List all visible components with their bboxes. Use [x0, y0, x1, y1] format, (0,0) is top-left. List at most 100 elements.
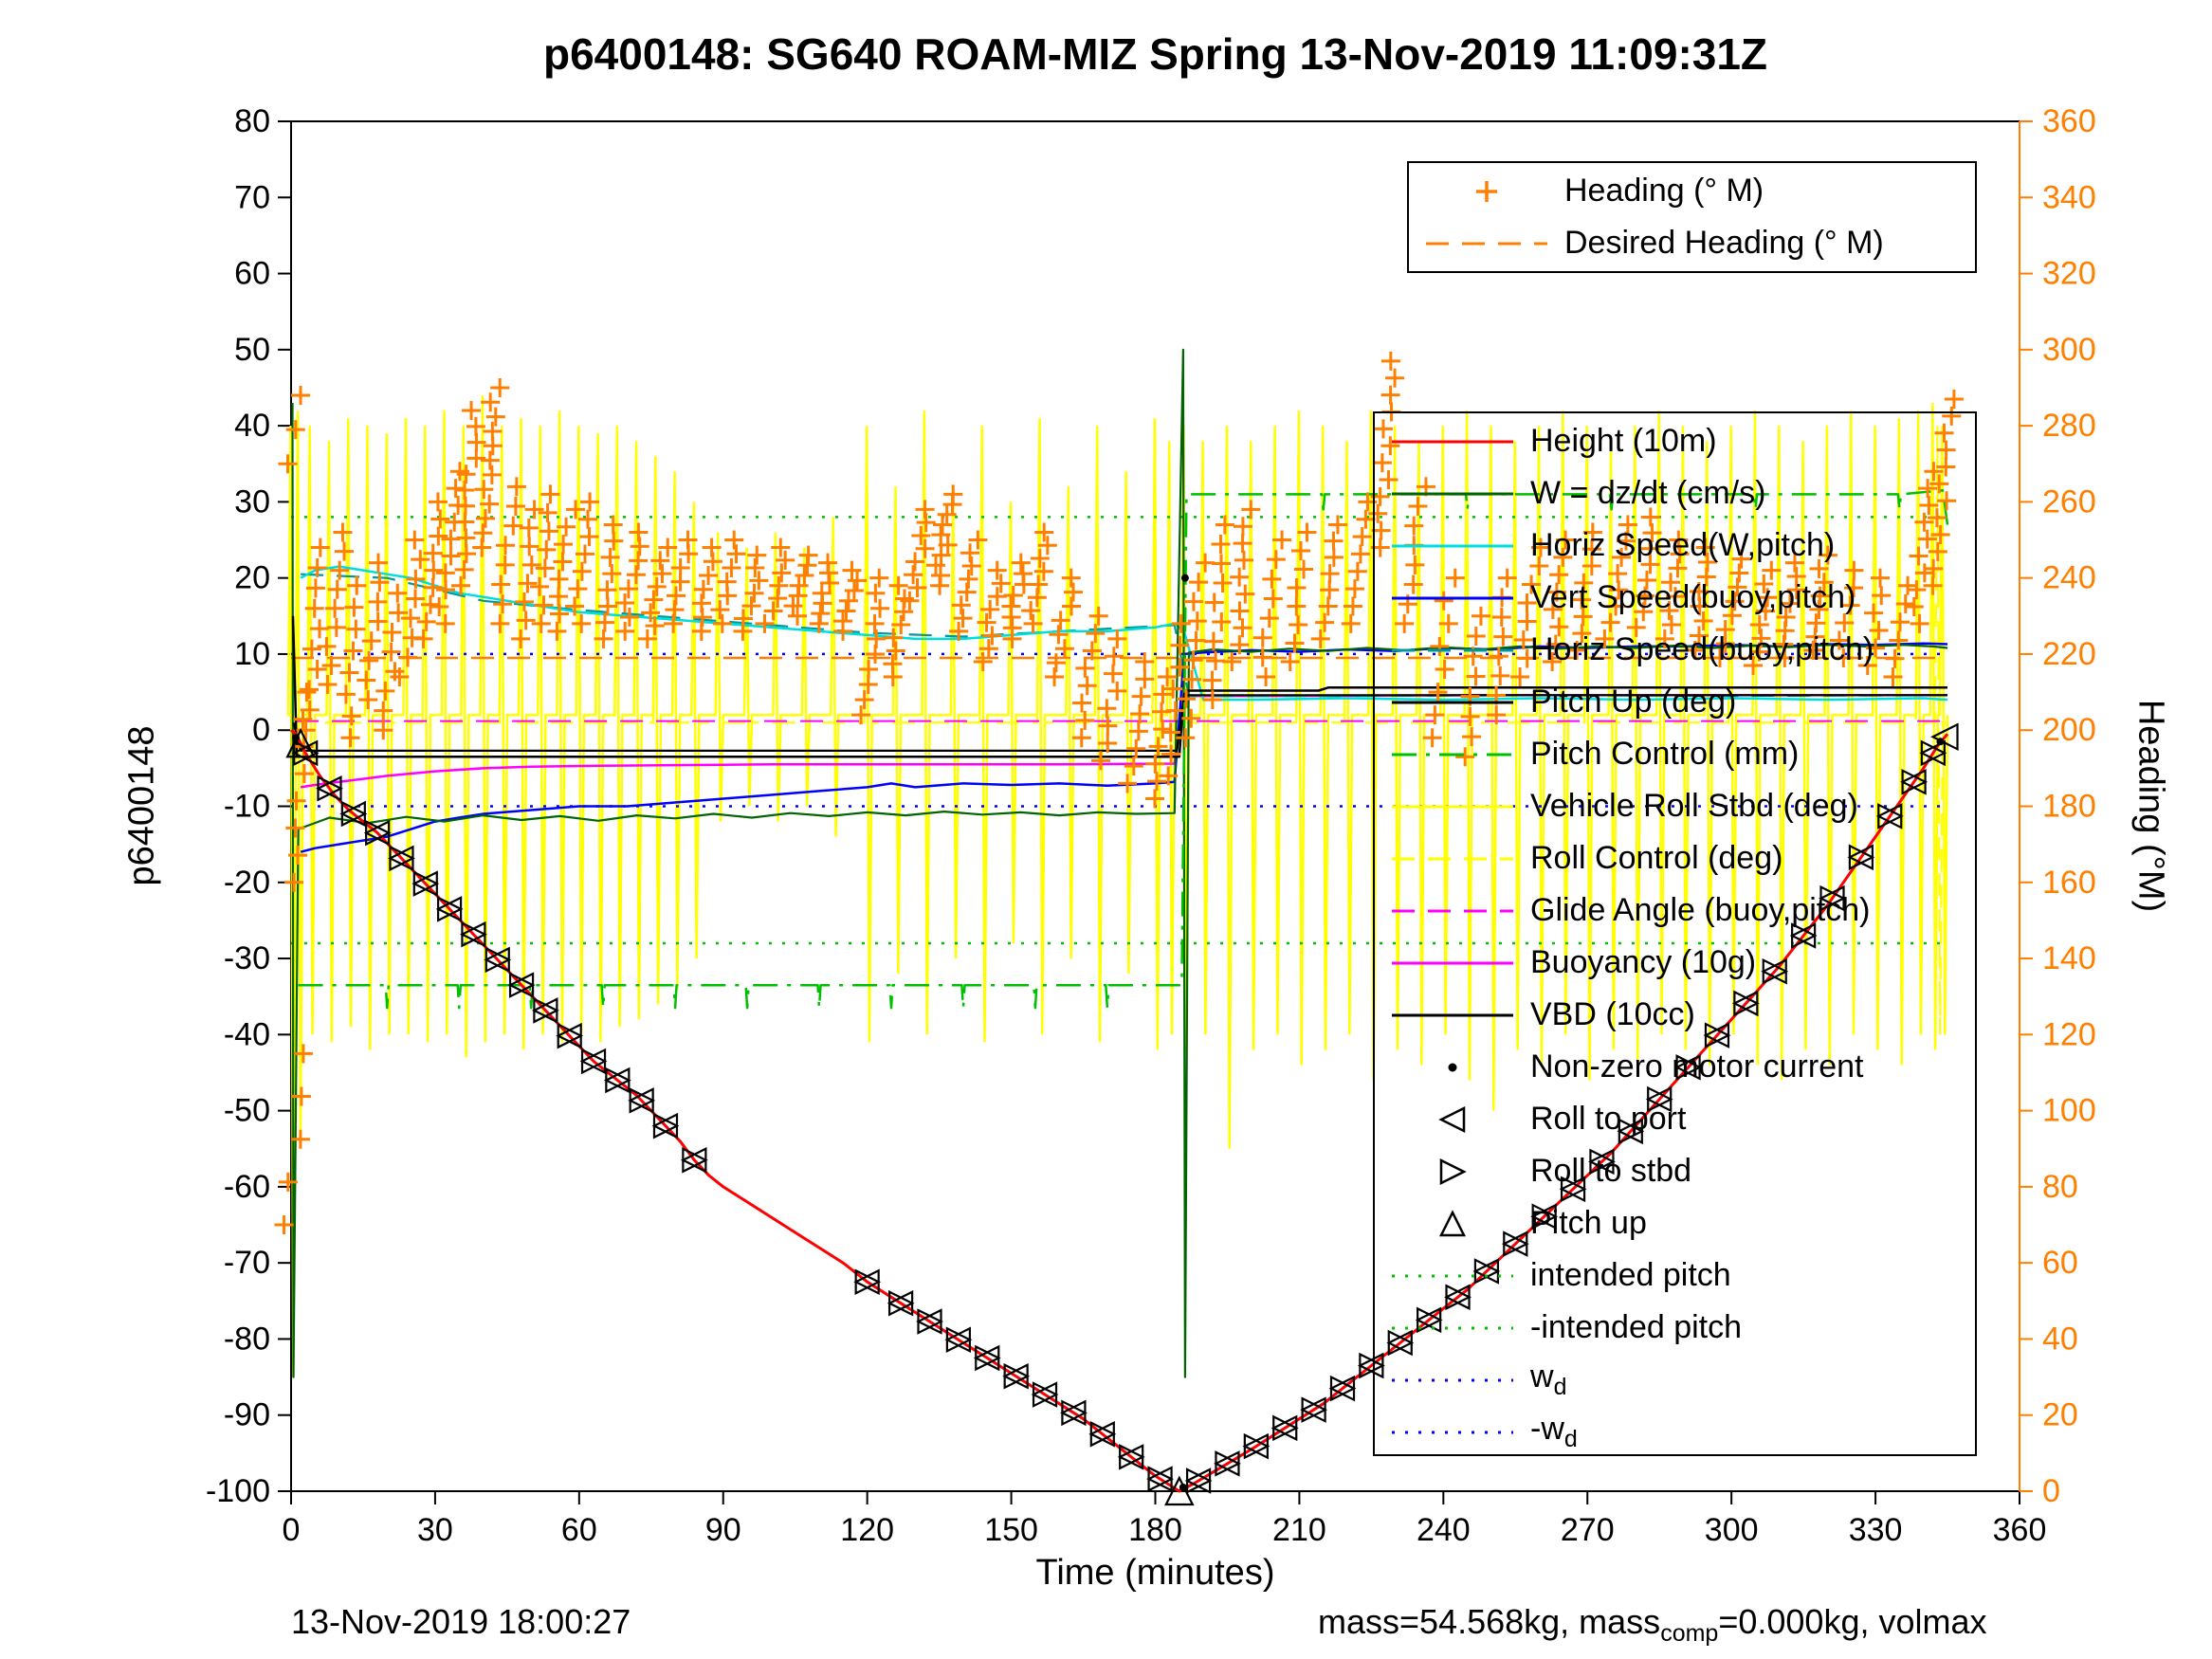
legend-sample-line [1392, 701, 1513, 703]
legend-item: Pitch up [1386, 1197, 1975, 1249]
svg-text:-100: -100 [206, 1473, 270, 1509]
legend-sample-tri-up [1438, 1209, 1467, 1236]
legend-sample-line [1392, 596, 1513, 599]
svg-text:120: 120 [840, 1512, 894, 1548]
svg-text:90: 90 [705, 1512, 741, 1548]
svg-text:-50: -50 [224, 1093, 270, 1129]
legend-label: Glide Angle (buoy,pitch) [1530, 892, 1871, 928]
page-title: p6400148: SG640 ROAM-MIZ Spring 13-Nov-2… [542, 29, 1768, 79]
svg-text:30: 30 [234, 483, 270, 520]
svg-text:0: 0 [283, 1512, 301, 1548]
svg-text:300: 300 [2042, 332, 2096, 368]
svg-text:180: 180 [2042, 789, 2096, 825]
svg-text:-60: -60 [224, 1169, 270, 1205]
legend-item: wd [1386, 1354, 1975, 1406]
legend-sample-line [1392, 544, 1513, 547]
svg-text:50: 50 [234, 332, 270, 368]
legend-label: W = dz/dt (cm/s) [1530, 475, 1766, 511]
legend-label: Pitch Up (deg) [1530, 684, 1737, 720]
svg-text:220: 220 [2042, 636, 2096, 672]
svg-text:180: 180 [1128, 1512, 1182, 1548]
legend-main: Height (10m) W = dz/dt (cm/s) Horiz Speed(… [1373, 411, 1977, 1456]
svg-text:240: 240 [1417, 1512, 1471, 1548]
legend-item: Vert Speed(buoy,pitch) [1386, 572, 1975, 624]
legend-label: Roll to stbd [1530, 1153, 1692, 1189]
svg-text:140: 140 [2042, 940, 2096, 976]
svg-text:20: 20 [2042, 1397, 2078, 1433]
legend-item: Desired Heading (° M) [1420, 217, 1975, 269]
legend-sample-line [1392, 805, 1513, 808]
svg-text:60: 60 [561, 1512, 597, 1548]
legend-label: Horiz Speed(W,pitch) [1530, 527, 1836, 563]
legend-label: Non-zero motor current [1530, 1048, 1864, 1085]
legend-item: intended pitch [1386, 1249, 1975, 1302]
legend-label: Pitch up [1530, 1205, 1647, 1241]
svg-text:360: 360 [2042, 103, 2096, 139]
legend-item: Height (10m) [1386, 415, 1975, 467]
svg-text:320: 320 [2042, 256, 2096, 292]
svg-text:300: 300 [1705, 1512, 1759, 1548]
svg-text:160: 160 [2042, 865, 2096, 901]
svg-text:60: 60 [234, 256, 270, 292]
svg-text:70: 70 [234, 179, 270, 215]
legend-sample-line [1392, 1013, 1513, 1016]
legend-label: Vert Speed(buoy,pitch) [1530, 579, 1856, 615]
legend-sample-plus [1476, 180, 1497, 202]
x-axis-label: Time (minutes) [1035, 1553, 1275, 1593]
legend-heading: Heading (° M) Desired Heading (° M) [1407, 161, 1977, 273]
legend-label: Horiz Speed(buoy,pitch) [1530, 631, 1874, 667]
legend-item: Pitch Control (mm) [1386, 728, 1975, 780]
svg-text:280: 280 [2042, 408, 2096, 444]
legend-sample-dash [1426, 242, 1547, 245]
svg-text:360: 360 [1993, 1512, 2047, 1548]
legend-label: Heading (° M) [1564, 173, 1764, 209]
legend-sample-dash [1392, 857, 1513, 860]
svg-text:10: 10 [234, 636, 270, 672]
legend-item: Heading (° M) [1420, 165, 1975, 217]
svg-text:-40: -40 [224, 1016, 270, 1052]
timestamp-text: 13-Nov-2019 18:00:27 [291, 1602, 631, 1641]
svg-text:120: 120 [2042, 1016, 2096, 1052]
svg-text:30: 30 [417, 1512, 453, 1548]
svg-text:0: 0 [2042, 1473, 2060, 1509]
legend-sample-dash [1392, 648, 1513, 651]
svg-text:40: 40 [2042, 1321, 2078, 1357]
legend-label: Roll Control (deg) [1530, 840, 1783, 876]
legend-sample-dash [1392, 909, 1513, 912]
legend-label: Height (10m) [1530, 423, 1717, 459]
svg-text:240: 240 [2042, 560, 2096, 596]
legend-sample-dot [1392, 1431, 1513, 1433]
legend-label: Desired Heading (° M) [1564, 225, 1884, 261]
legend-item: Roll to port [1386, 1093, 1975, 1145]
legend-sample-dot [1448, 1063, 1457, 1071]
legend-label: wd [1530, 1358, 1567, 1400]
svg-text:-10: -10 [224, 789, 270, 825]
y-axis-label-left: p6400148 [121, 725, 162, 886]
legend-label: Pitch Control (mm) [1530, 736, 1800, 772]
legend-item: Buoyancy (10g) [1386, 937, 1975, 989]
legend-sample-dot [1392, 1274, 1513, 1277]
legend-sample-line [1392, 961, 1513, 964]
svg-text:40: 40 [234, 408, 270, 444]
svg-text:210: 210 [1272, 1512, 1326, 1548]
legend-item: Horiz Speed(W,pitch) [1386, 520, 1975, 572]
svg-text:150: 150 [984, 1512, 1038, 1548]
legend-sample-line [1392, 492, 1513, 495]
legend-item: Glide Angle (buoy,pitch) [1386, 884, 1975, 937]
svg-text:270: 270 [1561, 1512, 1615, 1548]
legend-item: Non-zero motor current [1386, 1041, 1975, 1093]
svg-text:-90: -90 [224, 1397, 270, 1433]
legend-item: Roll to stbd [1386, 1145, 1975, 1197]
legend-item: VBD (10cc) [1386, 989, 1975, 1041]
svg-text:-30: -30 [224, 940, 270, 976]
legend-label: -wd [1530, 1411, 1578, 1452]
legend-label: Buoyancy (10g) [1530, 944, 1757, 980]
svg-text:340: 340 [2042, 179, 2096, 215]
legend-sample-tri-left [1438, 1105, 1466, 1133]
svg-text:60: 60 [2042, 1245, 2078, 1281]
legend-item: Horiz Speed(buoy,pitch) [1386, 624, 1975, 676]
legend-item: W = dz/dt (cm/s) [1386, 467, 1975, 520]
y-axis-label-right: Heading (°M) [2130, 699, 2171, 913]
